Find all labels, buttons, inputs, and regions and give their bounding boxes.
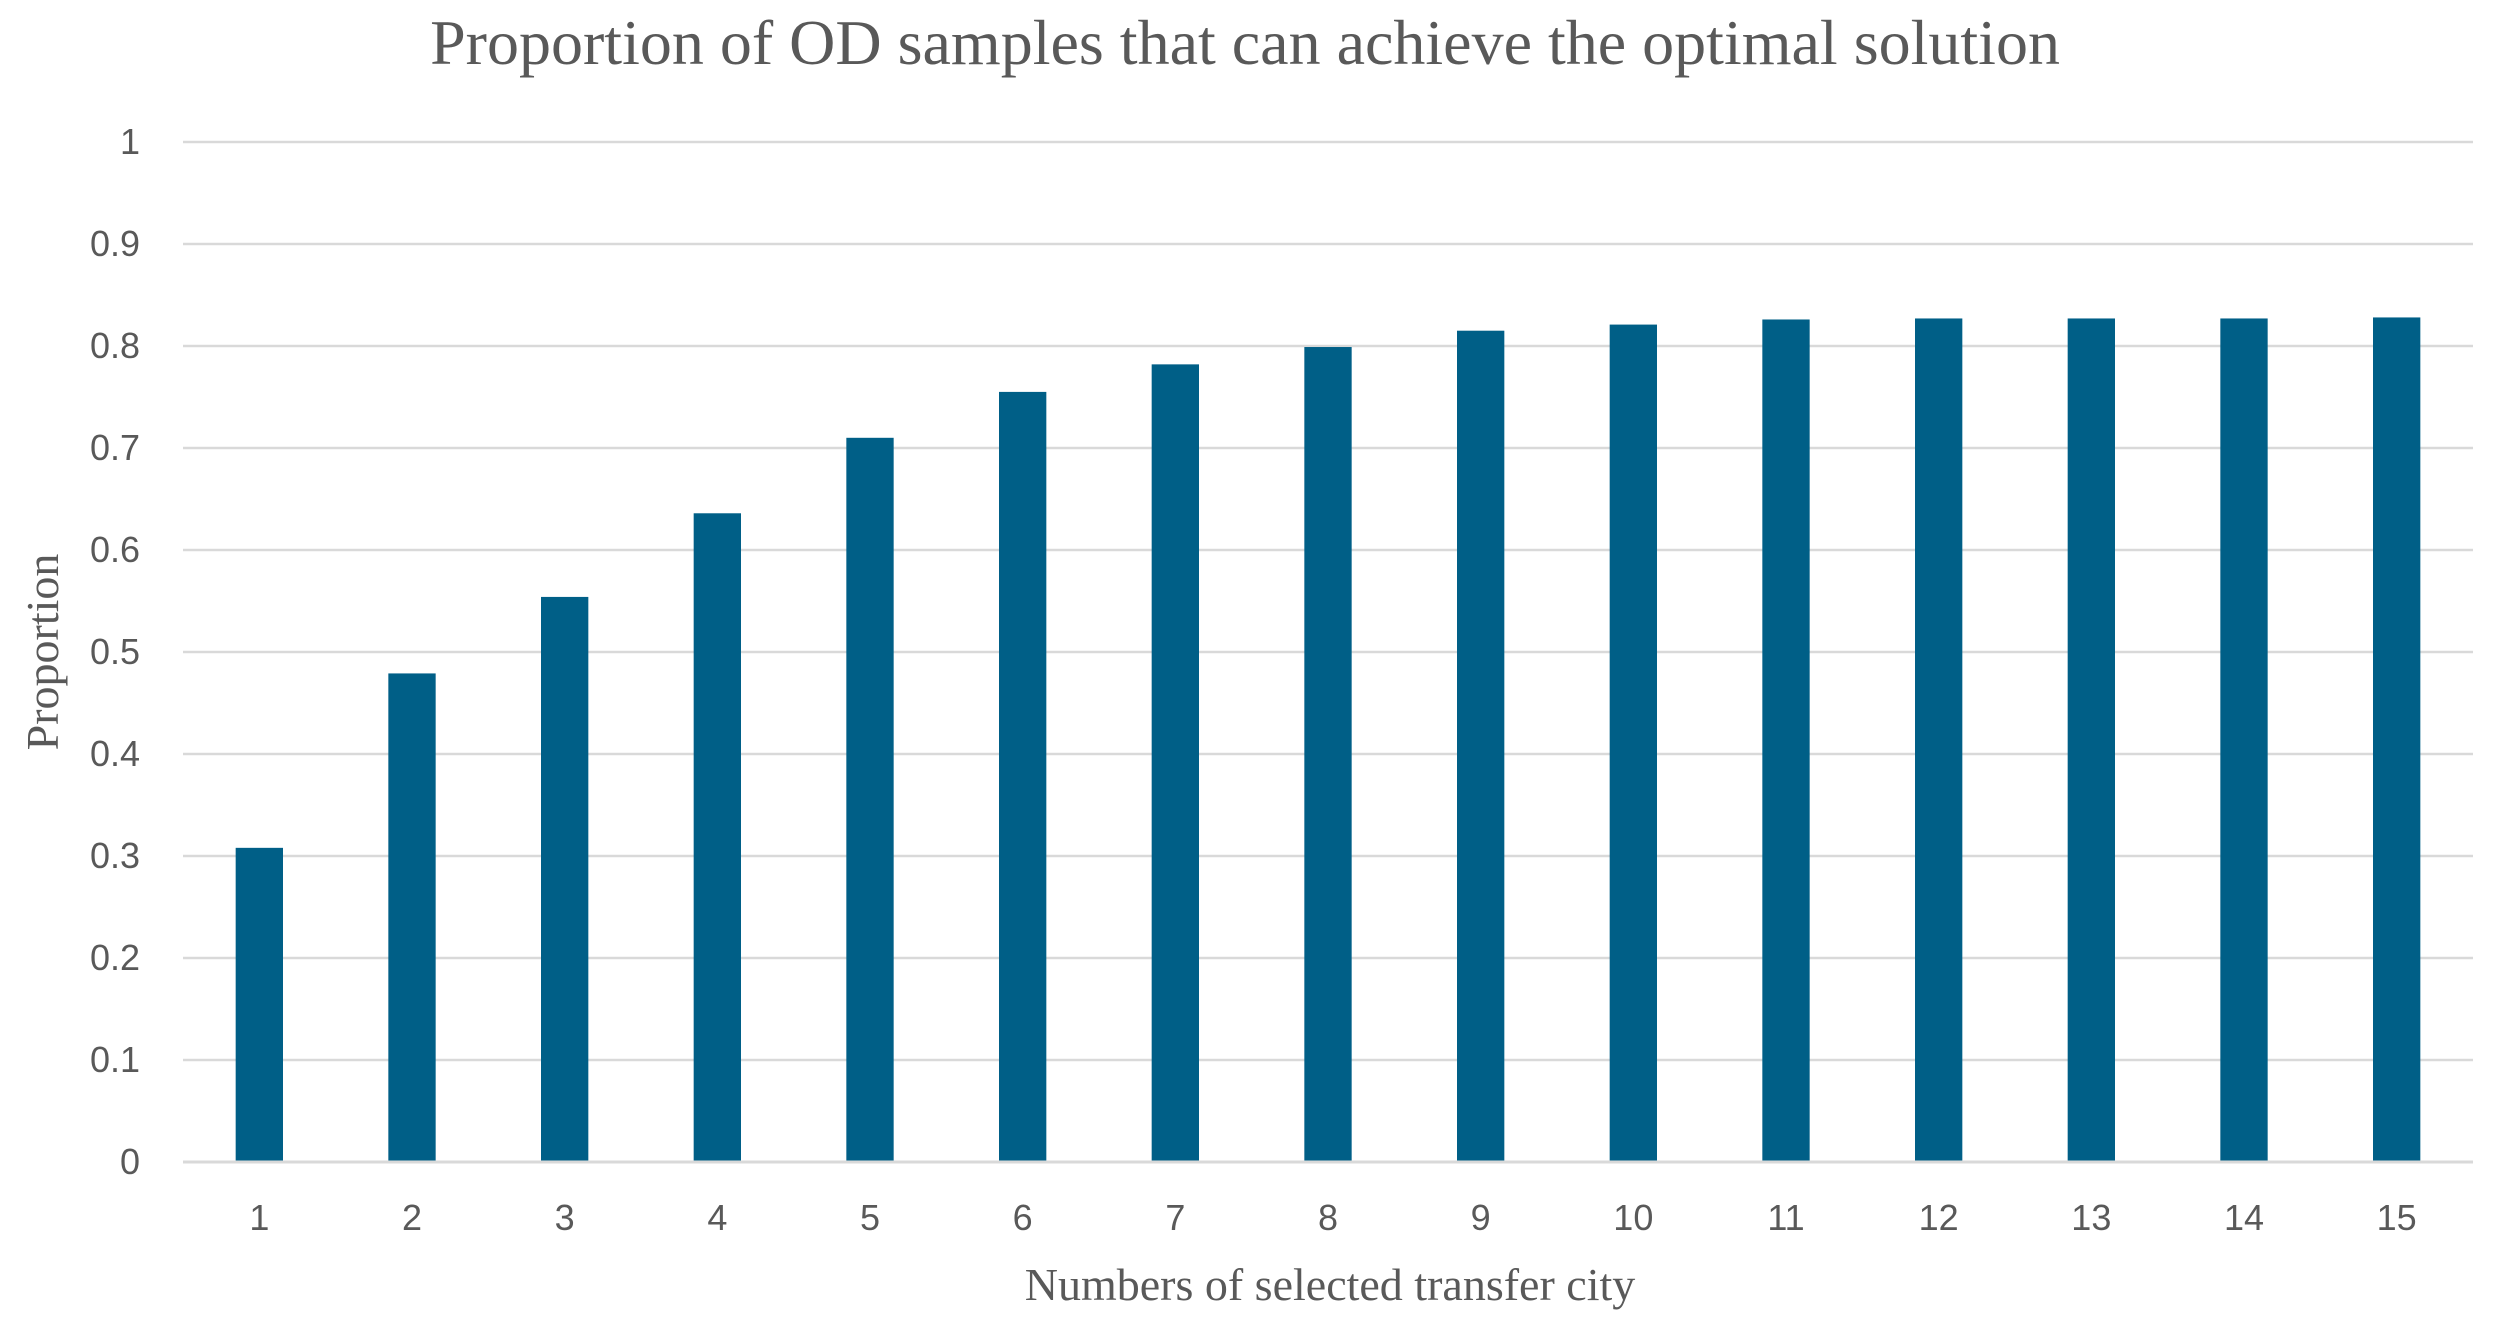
y-tick-label: 0.3 <box>90 835 140 876</box>
y-tick-label: 1 <box>120 121 140 162</box>
x-tick-labels: 1 2 3 4 5 6 7 8 9 10 11 12 13 14 15 <box>249 1197 2416 1238</box>
bar-7 <box>1151 364 1199 1162</box>
bar-11 <box>1762 319 1810 1163</box>
bar-8 <box>1304 347 1352 1162</box>
x-tick-label: 7 <box>1165 1197 1185 1238</box>
bar-10 <box>1609 324 1657 1163</box>
bar-6 <box>999 391 1047 1162</box>
bars <box>235 317 2421 1163</box>
y-tick-label: 0.4 <box>90 733 140 774</box>
y-tick-label: 0.7 <box>90 427 140 468</box>
y-tick-label: 0.6 <box>90 529 140 570</box>
y-tick-label: 0 <box>120 1141 140 1182</box>
bar-9 <box>1457 330 1505 1162</box>
chart-title: Proportion of OD samples that can achiev… <box>430 7 2060 78</box>
bar-14 <box>2220 318 2268 1163</box>
x-tick-label: 14 <box>2224 1197 2264 1238</box>
bar-12 <box>1915 318 1963 1163</box>
x-tick-label: 13 <box>2071 1197 2111 1238</box>
x-tick-label: 5 <box>860 1197 880 1238</box>
bar-2 <box>388 673 436 1162</box>
y-tick-label: 0.1 <box>90 1039 140 1080</box>
y-axis-title: Proportion <box>17 554 68 751</box>
x-tick-label: 6 <box>1013 1197 1033 1238</box>
x-tick-label: 9 <box>1471 1197 1491 1238</box>
y-tick-label: 0.9 <box>90 223 140 264</box>
bar-13 <box>2067 318 2115 1163</box>
bar-4 <box>693 513 741 1162</box>
y-tick-label: 0.8 <box>90 325 140 366</box>
y-tick-labels: 0 0.1 0.2 0.3 0.4 0.5 0.6 0.7 0.8 0.9 1 <box>90 121 140 1182</box>
x-tick-label: 3 <box>555 1197 575 1238</box>
x-tick-label: 10 <box>1613 1197 1653 1238</box>
y-tick-label: 0.5 <box>90 631 140 672</box>
x-tick-label: 8 <box>1318 1197 1338 1238</box>
x-tick-label: 1 <box>249 1197 269 1238</box>
x-tick-label: 2 <box>402 1197 422 1238</box>
x-tick-label: 15 <box>2377 1197 2417 1238</box>
bar-15 <box>2373 317 2421 1162</box>
x-tick-label: 4 <box>707 1197 727 1238</box>
x-axis-title: Numbers of selected transfer city <box>1025 1259 1636 1310</box>
x-tick-label: 11 <box>1767 1197 1804 1238</box>
x-tick-label: 12 <box>1919 1197 1959 1238</box>
bar-1 <box>235 847 283 1162</box>
bar-3 <box>541 596 589 1162</box>
bar-5 <box>846 437 894 1162</box>
y-tick-label: 0.2 <box>90 937 140 978</box>
